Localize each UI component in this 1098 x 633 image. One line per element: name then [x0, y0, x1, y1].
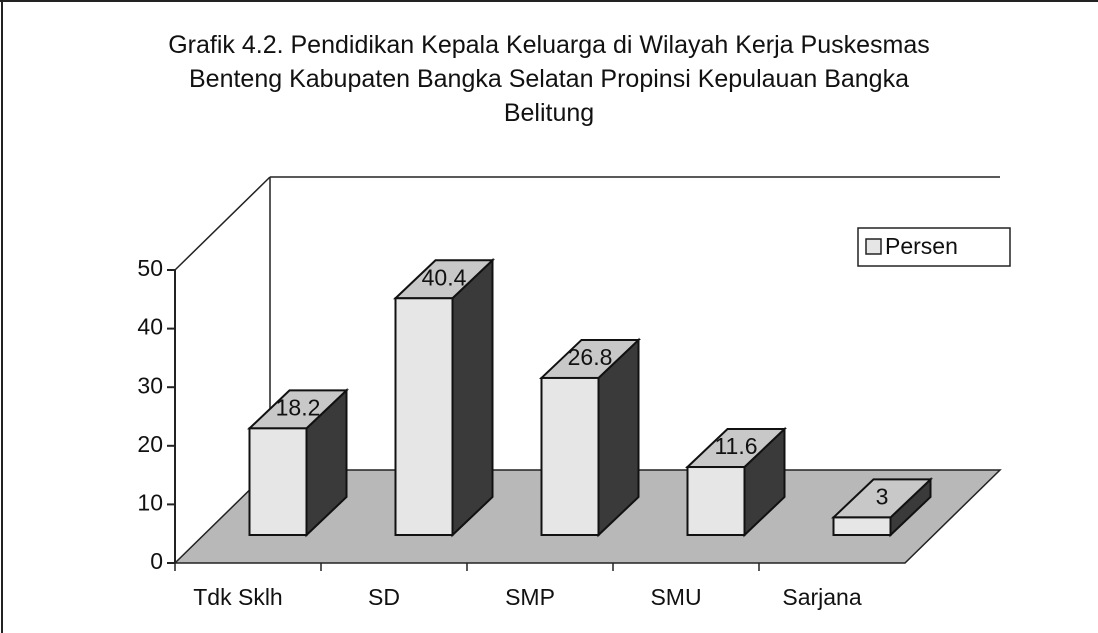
bar: [684, 426, 788, 538]
bar: [830, 477, 934, 538]
bar-front: [686, 466, 746, 536]
bar-side: [451, 257, 494, 538]
x-tick-label: SD: [368, 584, 400, 610]
value-label: 18.2: [276, 394, 321, 420]
x-tick-label: Tdk Sklh: [193, 584, 282, 610]
value-label: 26.8: [568, 344, 613, 370]
y-tick-label: 40: [137, 314, 163, 340]
bar: [538, 337, 642, 538]
bar-front: [248, 427, 308, 536]
x-tick-label: Sarjana: [782, 584, 861, 610]
legend-box: [857, 227, 1011, 267]
x-tick-label: SMU: [650, 584, 701, 610]
chart-title: Grafik 4.2. Pendidikan Kepala Keluarga d…: [168, 31, 930, 127]
legend-swatch: [865, 238, 882, 255]
wall-edge: [174, 176, 271, 271]
bar-front: [832, 516, 892, 536]
legend-label: Persen: [885, 233, 958, 259]
y-tick-label: 50: [137, 255, 163, 281]
x-tick-label: SMP: [505, 584, 555, 610]
y-tick-label: 10: [137, 489, 163, 515]
value-label: 40.4: [422, 264, 467, 290]
y-tick-label: 30: [137, 372, 163, 398]
bar: [246, 388, 350, 538]
bar: [392, 257, 496, 538]
bar-front: [394, 297, 454, 537]
value-label: 3: [876, 483, 889, 509]
y-tick-label: 0: [150, 548, 163, 574]
value-label: 11.6: [714, 433, 757, 459]
y-tick-label: 20: [137, 431, 163, 457]
bar-front: [540, 376, 600, 536]
